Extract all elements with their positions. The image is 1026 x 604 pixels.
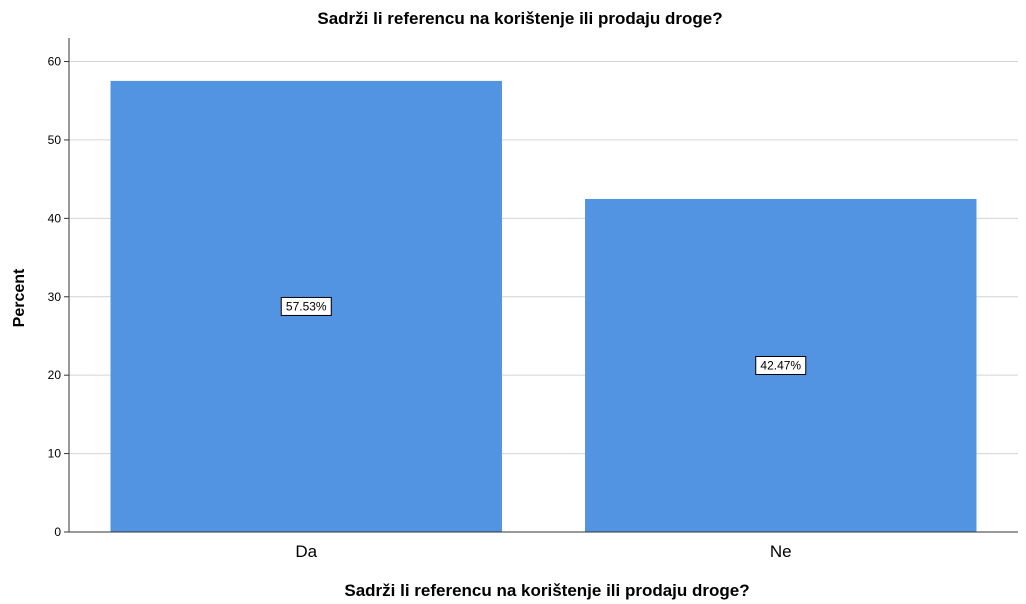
chart-title: Sadrži li referencu na korištenje ili pr… <box>317 9 722 28</box>
x-axis-label: Sadrži li referencu na korištenje ili pr… <box>344 581 749 600</box>
y-tick-label: 0 <box>54 525 61 539</box>
data-label-box <box>280 296 332 316</box>
y-tick-label: 10 <box>48 447 62 461</box>
data-label: 42.47% <box>760 358 801 372</box>
data-label: 57.53% <box>286 299 327 313</box>
y-axis-label: Percent <box>11 268 28 327</box>
x-tick-label: Da <box>295 542 317 561</box>
y-tick-label: 50 <box>48 133 62 147</box>
y-tick-label: 40 <box>48 211 62 225</box>
x-tick-label: Ne <box>770 542 792 561</box>
data-label-box <box>755 355 807 375</box>
plot-area: 0 10 20 30 40 50 60 57.53% Da 42.47% Ne <box>48 38 1018 561</box>
y-tick-label: 20 <box>48 368 62 382</box>
y-tick-label: 60 <box>48 55 62 69</box>
y-tick-label: 30 <box>48 290 62 304</box>
